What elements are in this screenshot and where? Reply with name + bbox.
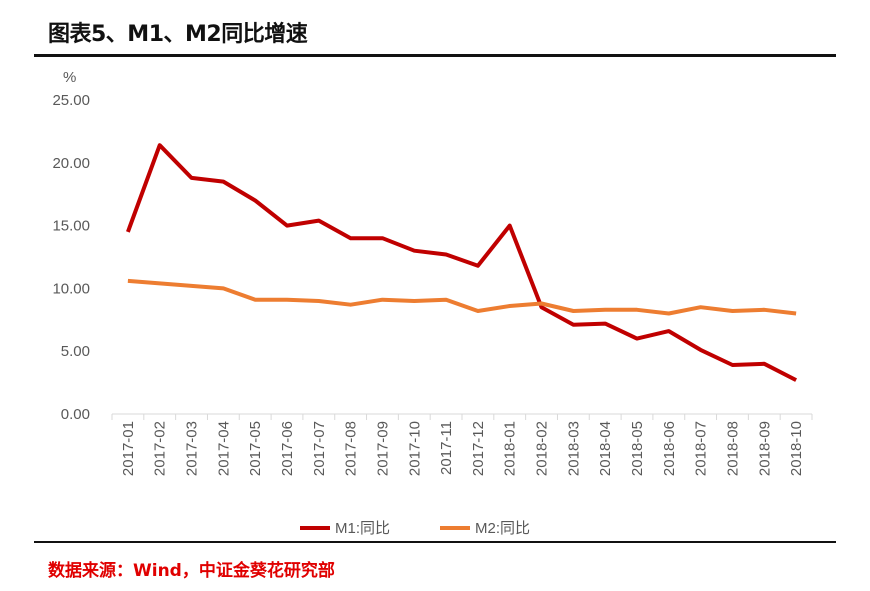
source-note: 数据来源：Wind，中证金葵花研究部 — [48, 556, 335, 581]
x-tick-label: 2018-05 — [629, 421, 646, 476]
x-tick-label: 2017-03 — [184, 421, 201, 476]
x-tick-label: 2018-07 — [693, 421, 710, 476]
x-tick-label: 2017-07 — [311, 421, 328, 476]
x-tick-label: 2018-02 — [534, 421, 551, 476]
x-tick-label: 2018-06 — [661, 421, 678, 476]
x-tick-label: 2017-08 — [343, 421, 360, 476]
series-line-1 — [128, 145, 796, 380]
y-tick-label: 0.00 — [61, 406, 90, 423]
x-tick-label: 2018-09 — [756, 421, 773, 476]
x-tick-label: 2018-01 — [502, 421, 519, 476]
series-line-2 — [128, 281, 796, 314]
x-tick-label: 2017-02 — [152, 421, 169, 476]
y-tick-label: 5.00 — [61, 343, 90, 360]
y-axis-unit: % — [63, 69, 76, 86]
line-chart: % 0.00 5.00 10.00 15.00 20.00 25.00 2017-01 20… — [0, 0, 870, 591]
x-tick-label: 2017-09 — [374, 421, 391, 476]
x-tick-label: 2017-05 — [247, 421, 264, 476]
x-tick-label: 2018-10 — [788, 421, 805, 476]
x-tick-label: 2017-01 — [120, 421, 137, 476]
x-tick-label: 2018-03 — [565, 421, 582, 476]
y-tick-label: 25.00 — [52, 92, 90, 109]
y-tick-label: 20.00 — [52, 155, 90, 172]
x-tick-label: 2017-04 — [215, 421, 232, 476]
x-tick-label: 2018-08 — [724, 421, 741, 476]
x-tick-label: 2018-04 — [597, 421, 614, 476]
y-tick-label: 15.00 — [52, 218, 90, 235]
x-tick-label: 2017-12 — [470, 421, 487, 476]
y-tick-label: 10.00 — [52, 280, 90, 297]
legend-label: M1:同比 — [335, 520, 390, 537]
x-tick-label: 2017-11 — [438, 421, 455, 475]
x-tick-label: 2017-10 — [406, 421, 423, 476]
x-tick-label: 2017-06 — [279, 421, 296, 476]
footer-divider — [34, 541, 836, 543]
legend-label: M2:同比 — [475, 520, 530, 537]
